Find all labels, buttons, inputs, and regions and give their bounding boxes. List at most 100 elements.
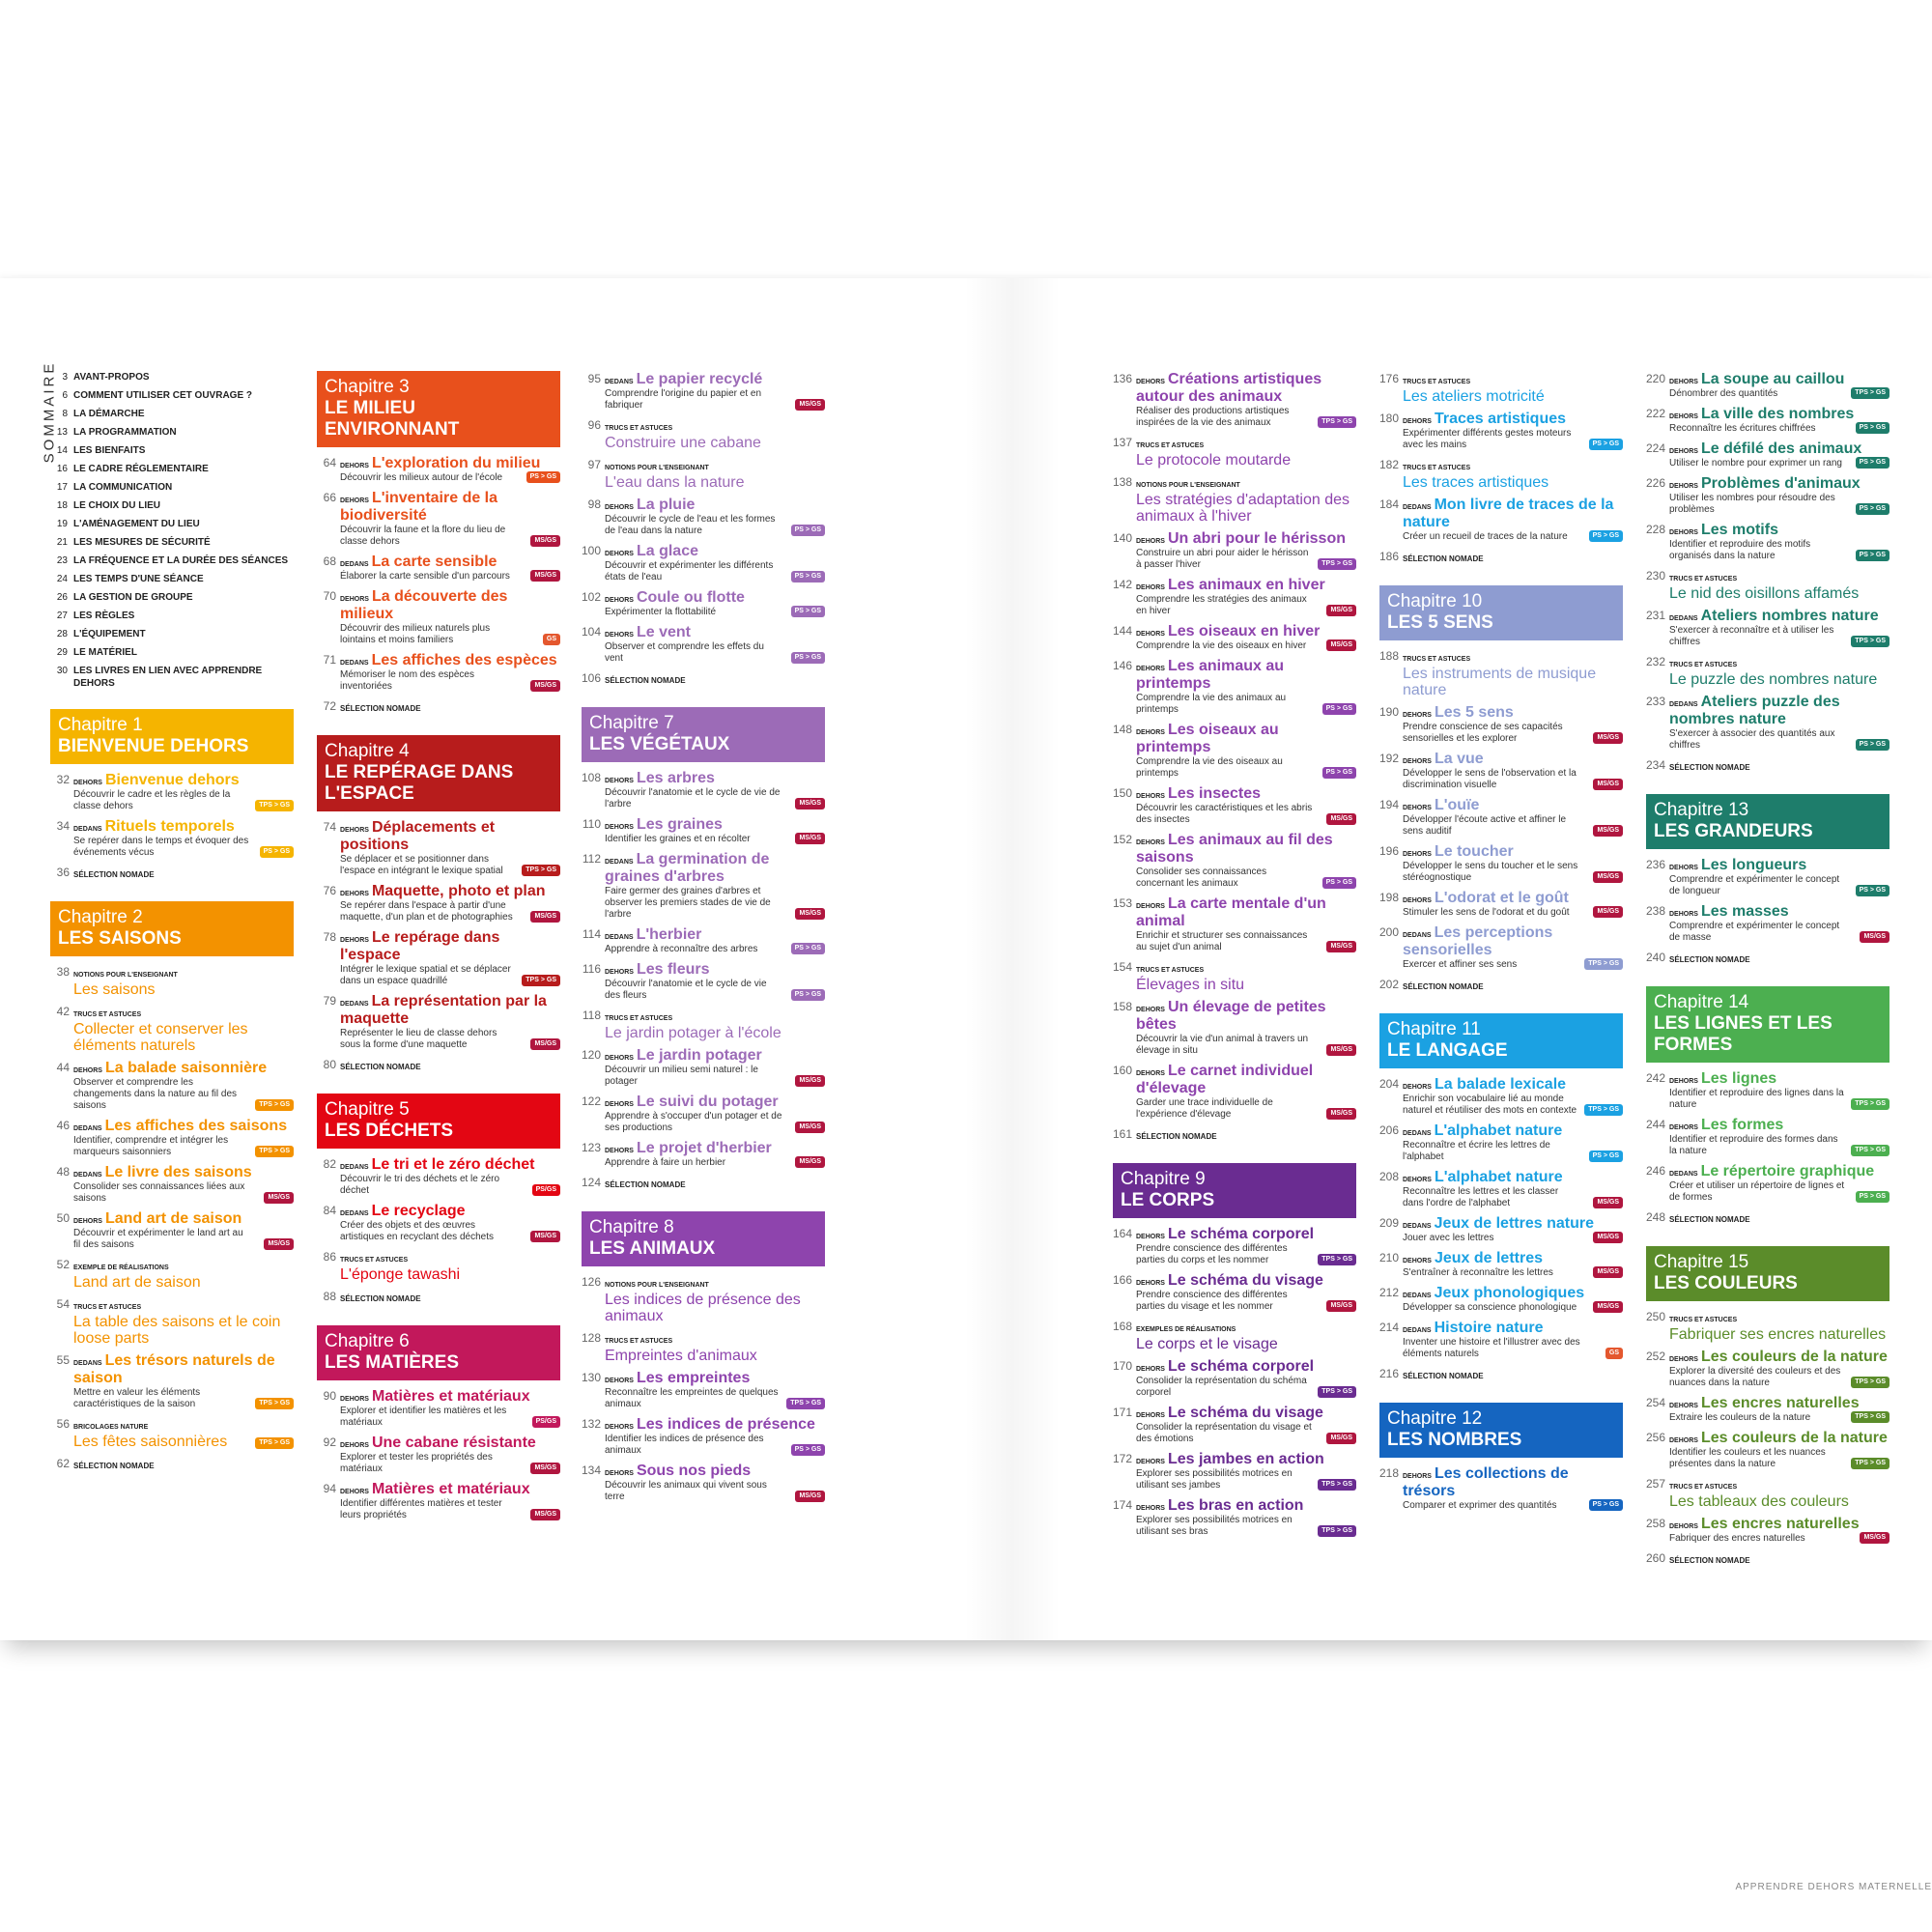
- toc-entry[interactable]: 114 DEDANS L'herbier Apprendre à reconnaîtr…: [582, 926, 825, 955]
- toc-entry[interactable]: 194 DEHORS L'ouïe Développer l'écoute activ…: [1379, 797, 1623, 838]
- toc-entry[interactable]: 232 TRUCS ET ASTUCES Le puzzle des nombres…: [1646, 654, 1889, 688]
- chapter-header[interactable]: Chapitre 13 LES GRANDEURS: [1646, 794, 1889, 849]
- toc-entry[interactable]: 71 DEDANS Les affiches des espèces Mémorise…: [317, 652, 560, 693]
- toc-entry[interactable]: 248 SÉLECTION NOMADE: [1646, 1209, 1889, 1227]
- intro-item[interactable]: 18 LE CHOIX DU LIEU: [50, 499, 294, 512]
- intro-item[interactable]: 13 LA PROGRAMMATION: [50, 426, 294, 439]
- chapter-header[interactable]: Chapitre 5 LES DÉCHETS: [317, 1094, 560, 1149]
- toc-entry[interactable]: 152 DEHORS Les animaux au fil des saisons C…: [1113, 832, 1356, 890]
- toc-entry[interactable]: 258 DEHORS Les encres naturelles Fabriquer …: [1646, 1516, 1889, 1545]
- toc-entry[interactable]: 72 SÉLECTION NOMADE: [317, 698, 560, 716]
- toc-entry[interactable]: 106 SÉLECTION NOMADE: [582, 670, 825, 688]
- toc-entry[interactable]: 80 SÉLECTION NOMADE: [317, 1057, 560, 1074]
- toc-entry[interactable]: 204 DEHORS La balade lexicale Enrichir son …: [1379, 1076, 1623, 1117]
- toc-entry[interactable]: 38 NOTIONS POUR L'ENSEIGNANT Les saisons: [50, 964, 294, 998]
- toc-entry[interactable]: 68 DEDANS La carte sensible Élaborer la car…: [317, 554, 560, 582]
- toc-entry[interactable]: 123 DEHORS Le projet d'herbier Apprendre à …: [582, 1140, 825, 1169]
- toc-entry[interactable]: 206 DEDANS L'alphabet nature Reconnaître et…: [1379, 1122, 1623, 1163]
- toc-entry[interactable]: 94 DEHORS Matières et matériaux Identifier …: [317, 1481, 560, 1521]
- toc-entry[interactable]: 64 DEHORS L'exploration du milieu Découvrir…: [317, 455, 560, 484]
- toc-entry[interactable]: 78 DEHORS Le repérage dans l'espace Intégre…: [317, 929, 560, 987]
- toc-entry[interactable]: 180 DEHORS Traces artistiques Expérimenter …: [1379, 411, 1623, 451]
- intro-item[interactable]: 14 LES BIENFAITS: [50, 444, 294, 457]
- toc-entry[interactable]: 66 DEHORS L'inventaire de la biodiversité D…: [317, 490, 560, 548]
- toc-entry[interactable]: 244 DEHORS Les formes Identifier et reprodu…: [1646, 1117, 1889, 1157]
- intro-item[interactable]: 6 COMMENT UTILISER CET OUVRAGE ?: [50, 389, 294, 402]
- toc-entry[interactable]: 46 DEDANS Les affiches des saisons Identifi…: [50, 1118, 294, 1158]
- toc-entry[interactable]: 34 DEDANS Rituels temporels Se repérer dans…: [50, 818, 294, 859]
- toc-entry[interactable]: 182 TRUCS ET ASTUCES Les traces artistique…: [1379, 457, 1623, 491]
- toc-entry[interactable]: 246 DEDANS Le répertoire graphique Créer et…: [1646, 1163, 1889, 1204]
- chapter-header[interactable]: Chapitre 3 LE MILIEU ENVIRONNANT: [317, 371, 560, 447]
- toc-entry[interactable]: 144 DEHORS Les oiseaux en hiver Comprendre …: [1113, 623, 1356, 652]
- toc-entry[interactable]: 174 DEHORS Les bras en action Explorer ses …: [1113, 1497, 1356, 1538]
- toc-entry[interactable]: 134 DEHORS Sous nos pieds Découvrir les ani…: [582, 1463, 825, 1503]
- toc-entry[interactable]: 257 TRUCS ET ASTUCES Les tableaux des coul…: [1646, 1476, 1889, 1510]
- toc-entry[interactable]: 104 DEHORS Le vent Observer et comprendre l…: [582, 624, 825, 665]
- toc-entry[interactable]: 124 SÉLECTION NOMADE: [582, 1175, 825, 1192]
- toc-entry[interactable]: 120 DEHORS Le jardin potager Découvrir un m…: [582, 1047, 825, 1088]
- toc-entry[interactable]: 192 DEHORS La vue Développer le sens de l'o…: [1379, 751, 1623, 791]
- chapter-header[interactable]: Chapitre 2 LES SAISONS: [50, 901, 294, 956]
- toc-entry[interactable]: 256 DEHORS Les couleurs de la nature Identi…: [1646, 1430, 1889, 1470]
- toc-entry[interactable]: 54 TRUCS ET ASTUCES La table des saisons e…: [50, 1296, 294, 1347]
- toc-entry[interactable]: 146 DEHORS Les animaux au printemps Compren…: [1113, 658, 1356, 716]
- toc-entry[interactable]: 110 DEHORS Les graines Identifier les grain…: [582, 816, 825, 845]
- toc-entry[interactable]: 126 NOTIONS POUR L'ENSEIGNANT Les indices …: [582, 1274, 825, 1324]
- toc-entry[interactable]: 222 DEHORS La ville des nombres Reconnaître…: [1646, 406, 1889, 435]
- toc-entry[interactable]: 214 DEDANS Histoire nature Inventer une his…: [1379, 1320, 1623, 1360]
- chapter-header[interactable]: Chapitre 8 LES ANIMAUX: [582, 1211, 825, 1266]
- toc-entry[interactable]: 242 DEHORS Les lignes Identifier et reprodu…: [1646, 1070, 1889, 1111]
- toc-entry[interactable]: 230 TRUCS ET ASTUCES Le nid des oisillons …: [1646, 568, 1889, 602]
- toc-entry[interactable]: 48 DEDANS Le livre des saisons Consolider s…: [50, 1164, 294, 1205]
- intro-item[interactable]: 8 LA DÉMARCHE: [50, 408, 294, 420]
- toc-entry[interactable]: 208 DEHORS L'alphabet nature Reconnaître le…: [1379, 1169, 1623, 1209]
- toc-entry[interactable]: 142 DEHORS Les animaux en hiver Comprendre …: [1113, 577, 1356, 617]
- chapter-header[interactable]: Chapitre 10 LES 5 SENS: [1379, 585, 1623, 640]
- toc-entry[interactable]: 216 SÉLECTION NOMADE: [1379, 1366, 1623, 1383]
- toc-entry[interactable]: 233 DEDANS Ateliers puzzle des nombres nat…: [1646, 694, 1889, 752]
- toc-entry[interactable]: 82 DEDANS Le tri et le zéro déchet Découvri…: [317, 1156, 560, 1197]
- toc-entry[interactable]: 252 DEHORS Les couleurs de la nature Explor…: [1646, 1349, 1889, 1389]
- intro-item[interactable]: 26 LA GESTION DE GROUPE: [50, 591, 294, 604]
- intro-item[interactable]: 19 L'AMÉNAGEMENT DU LIEU: [50, 518, 294, 530]
- toc-entry[interactable]: 62 SÉLECTION NOMADE: [50, 1456, 294, 1473]
- toc-entry[interactable]: 100 DEHORS La glace Découvrir et expériment…: [582, 543, 825, 583]
- toc-entry[interactable]: 202 SÉLECTION NOMADE: [1379, 977, 1623, 994]
- chapter-header[interactable]: Chapitre 15 LES COULEURS: [1646, 1246, 1889, 1301]
- toc-entry[interactable]: 198 DEHORS L'odorat et le goût Stimuler les…: [1379, 890, 1623, 919]
- toc-entry[interactable]: 154 TRUCS ET ASTUCES Élevages in situ: [1113, 959, 1356, 993]
- toc-entry[interactable]: 170 DEHORS Le schéma corporel Consolider la…: [1113, 1358, 1356, 1399]
- toc-entry[interactable]: 96 TRUCS ET ASTUCES Construire une cabane: [582, 417, 825, 451]
- toc-entry[interactable]: 240 SÉLECTION NOMADE: [1646, 950, 1889, 967]
- toc-entry[interactable]: 90 DEHORS Matières et matériaux Explorer et…: [317, 1388, 560, 1429]
- intro-item[interactable]: 16 LE CADRE RÉGLEMENTAIRE: [50, 463, 294, 475]
- toc-entry[interactable]: 44 DEHORS La balade saisonnière Observer et…: [50, 1060, 294, 1112]
- toc-entry[interactable]: 70 DEHORS La découverte des milieux Découvr…: [317, 588, 560, 646]
- toc-entry[interactable]: 108 DEHORS Les arbres Découvrir l'anatomie …: [582, 770, 825, 810]
- toc-entry[interactable]: 98 DEHORS La pluie Découvrir le cycle de l'…: [582, 497, 825, 537]
- toc-entry[interactable]: 238 DEHORS Les masses Comprendre et expérim…: [1646, 903, 1889, 944]
- toc-entry[interactable]: 231 DEDANS Ateliers nombres nature S'exerce…: [1646, 608, 1889, 648]
- intro-item[interactable]: 23 LA FRÉQUENCE ET LA DURÉE DES SÉANCES: [50, 554, 294, 567]
- toc-entry[interactable]: 102 DEHORS Coule ou flotte Expérimenter la …: [582, 589, 825, 618]
- toc-entry[interactable]: 88 SÉLECTION NOMADE: [317, 1289, 560, 1306]
- toc-entry[interactable]: 161 SÉLECTION NOMADE: [1113, 1126, 1356, 1144]
- toc-entry[interactable]: 172 DEHORS Les jambes en action Explorer se…: [1113, 1451, 1356, 1492]
- toc-entry[interactable]: 234 SÉLECTION NOMADE: [1646, 757, 1889, 775]
- toc-entry[interactable]: 226 DEHORS Problèmes d'animaux Utiliser les…: [1646, 475, 1889, 516]
- chapter-header[interactable]: Chapitre 12 LES NOMBRES: [1379, 1403, 1623, 1458]
- intro-item[interactable]: 27 LES RÈGLES: [50, 610, 294, 622]
- toc-entry[interactable]: 224 DEHORS Le défilé des animaux Utiliser l…: [1646, 440, 1889, 469]
- toc-entry[interactable]: 160 DEHORS Le carnet individuel d'élevage G…: [1113, 1063, 1356, 1121]
- toc-entry[interactable]: 92 DEHORS Une cabane résistante Explorer et…: [317, 1435, 560, 1475]
- intro-item[interactable]: 17 LA COMMUNICATION: [50, 481, 294, 494]
- toc-entry[interactable]: 128 TRUCS ET ASTUCES Empreintes d'animaux: [582, 1330, 825, 1364]
- toc-entry[interactable]: 74 DEHORS Déplacements et positions Se dépl…: [317, 819, 560, 877]
- toc-entry[interactable]: 116 DEHORS Les fleurs Découvrir l'anatomie …: [582, 961, 825, 1002]
- chapter-header[interactable]: Chapitre 9 LE CORPS: [1113, 1163, 1356, 1218]
- toc-entry[interactable]: 130 DEHORS Les empreintes Reconnaître les e…: [582, 1370, 825, 1410]
- toc-entry[interactable]: 136 DEHORS Créations artistiques autour de…: [1113, 371, 1356, 429]
- toc-entry[interactable]: 138 NOTIONS POUR L'ENSEIGNANT Les stratégi…: [1113, 474, 1356, 525]
- toc-entry[interactable]: 176 TRUCS ET ASTUCES Les ateliers motricit…: [1379, 371, 1623, 405]
